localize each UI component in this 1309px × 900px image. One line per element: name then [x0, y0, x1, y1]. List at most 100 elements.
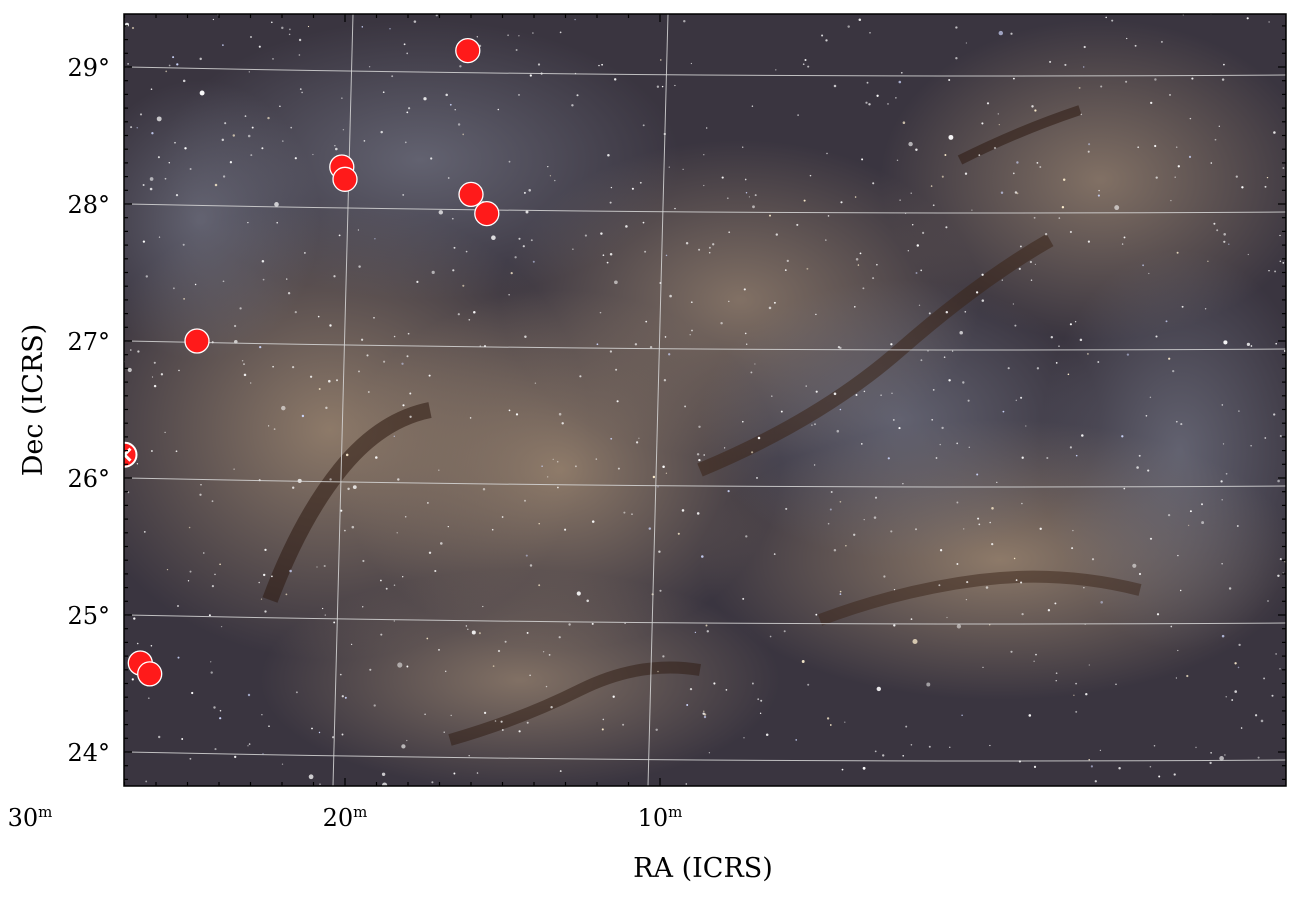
- star: [664, 336, 667, 338]
- star: [839, 408, 842, 411]
- star: [281, 140, 284, 142]
- star: [1201, 521, 1205, 525]
- star: [558, 636, 561, 639]
- star: [515, 49, 518, 51]
- star: [1175, 146, 1178, 148]
- star: [1177, 165, 1180, 168]
- star: [142, 240, 146, 243]
- star: [214, 183, 218, 187]
- star: [1201, 503, 1203, 506]
- star: [1138, 572, 1142, 576]
- star: [360, 338, 364, 341]
- star: [614, 280, 618, 285]
- star: [1186, 674, 1189, 678]
- star: [427, 502, 429, 504]
- star: [784, 269, 787, 271]
- star: [515, 413, 519, 416]
- star: [854, 306, 856, 308]
- star: [1016, 161, 1019, 164]
- star: [668, 353, 671, 356]
- star: [1137, 146, 1140, 149]
- star: [644, 250, 647, 253]
- star: [243, 373, 247, 377]
- star: [211, 585, 214, 588]
- star: [450, 714, 452, 717]
- star: [328, 379, 331, 383]
- star: [978, 523, 981, 526]
- star: [1033, 660, 1035, 662]
- star: [1007, 367, 1010, 370]
- star: [591, 520, 595, 523]
- star: [606, 261, 609, 264]
- star: [397, 478, 400, 481]
- star: [1179, 589, 1182, 592]
- star: [261, 260, 265, 263]
- star: [1087, 150, 1090, 153]
- star: [212, 18, 215, 21]
- star: [153, 361, 156, 364]
- star: [1219, 756, 1224, 761]
- star: [199, 493, 202, 496]
- star: [403, 43, 406, 46]
- star: [391, 75, 394, 78]
- star: [143, 531, 146, 533]
- star: [941, 175, 944, 178]
- star: [219, 709, 222, 712]
- star: [358, 370, 360, 373]
- star: [574, 18, 576, 21]
- star: [768, 306, 772, 310]
- star: [928, 312, 931, 315]
- star: [756, 476, 758, 479]
- star: [965, 42, 968, 44]
- star: [1125, 80, 1128, 83]
- x-tick-minute: 10: [638, 804, 669, 832]
- star: [491, 528, 494, 531]
- star: [965, 598, 968, 601]
- star: [504, 640, 507, 643]
- star: [1167, 513, 1171, 517]
- star: [932, 204, 935, 207]
- star: [369, 668, 372, 671]
- x-axis-label: RA (ICRS): [633, 853, 773, 884]
- star: [914, 528, 918, 531]
- star: [279, 105, 281, 107]
- star: [602, 718, 605, 721]
- star: [751, 451, 754, 454]
- star: [631, 187, 634, 190]
- star: [752, 205, 755, 209]
- star: [534, 382, 537, 384]
- star: [168, 64, 171, 67]
- star: [329, 478, 332, 481]
- star: [145, 275, 148, 278]
- star: [1250, 445, 1252, 447]
- star: [385, 587, 388, 590]
- star: [1118, 767, 1121, 770]
- star: [1013, 557, 1016, 560]
- star: [150, 644, 153, 647]
- star: [1058, 345, 1060, 347]
- star: [991, 507, 994, 510]
- star: [967, 399, 970, 402]
- star: [876, 263, 878, 266]
- star: [366, 354, 369, 357]
- x-tick-minute-unit: m: [353, 803, 367, 821]
- star: [915, 272, 918, 274]
- star: [830, 491, 833, 493]
- star: [989, 521, 992, 524]
- star: [839, 346, 842, 350]
- star: [352, 485, 357, 489]
- star: [508, 294, 510, 296]
- star: [298, 38, 302, 42]
- star: [1241, 186, 1244, 189]
- star: [459, 65, 462, 68]
- star: [1176, 251, 1179, 254]
- star: [130, 126, 133, 129]
- star: [301, 414, 305, 418]
- star: [854, 196, 857, 198]
- star: [708, 752, 711, 754]
- star: [1160, 40, 1163, 43]
- star: [677, 532, 680, 535]
- x-tick-label: 30m: [8, 803, 53, 832]
- source-marker: [184, 328, 210, 354]
- star: [1083, 66, 1085, 68]
